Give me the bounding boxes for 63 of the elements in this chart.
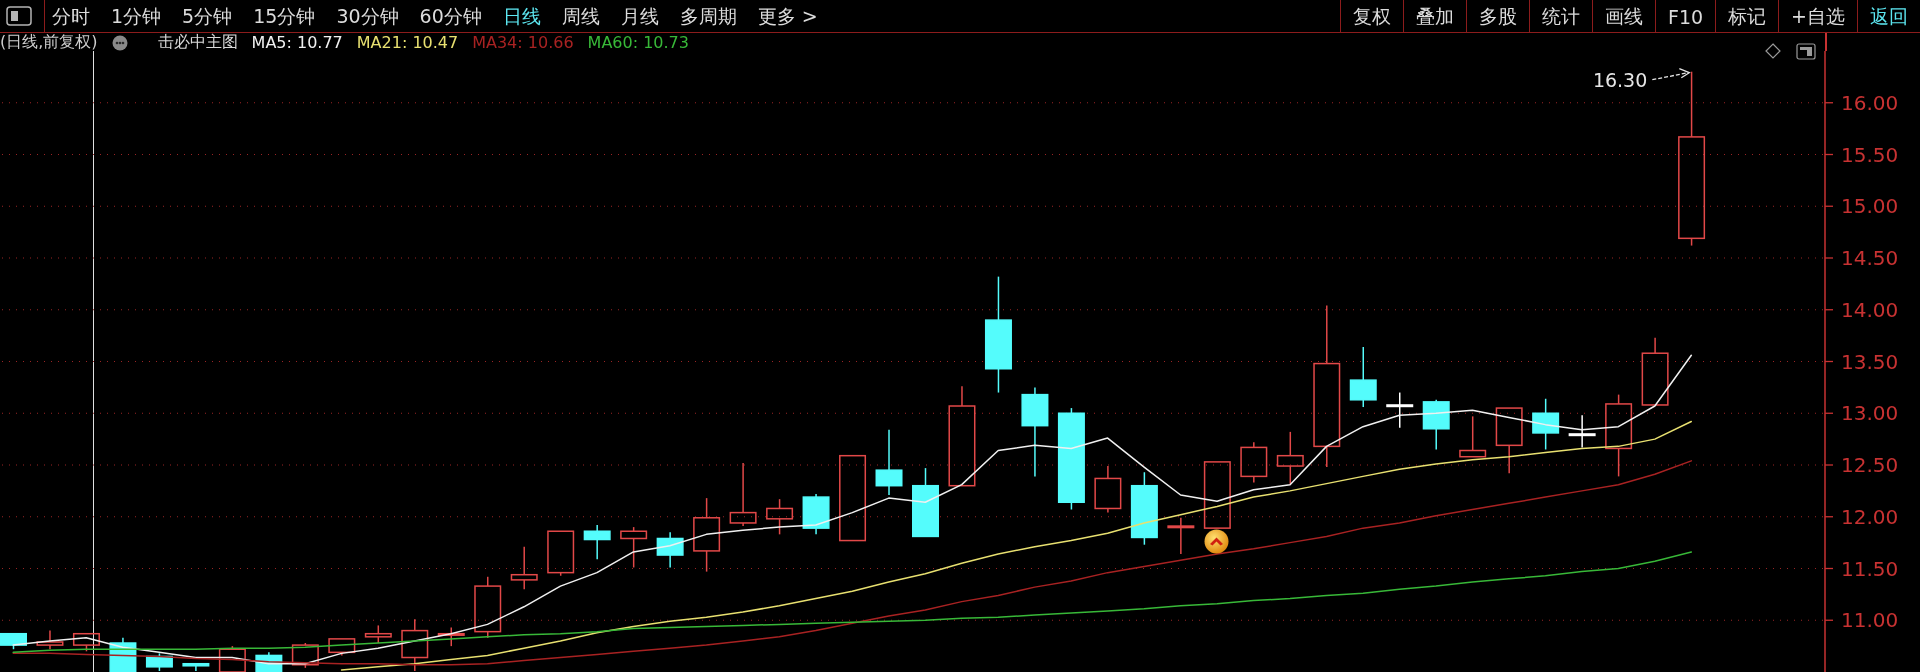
text: 画线 xyxy=(1604,3,1643,29)
candlestick xyxy=(510,546,538,590)
text: 15分钟 xyxy=(253,3,316,29)
y-tick-label: 15.50 xyxy=(1841,142,1899,167)
text: 统计 xyxy=(1541,3,1580,29)
line-series xyxy=(340,420,1693,671)
chart-title: (日线,前复权) xyxy=(0,32,98,53)
text: 更多 > xyxy=(757,3,818,29)
text: 多股 xyxy=(1478,3,1517,29)
candlestick xyxy=(36,629,64,650)
candlestick xyxy=(1495,407,1523,475)
candlestick xyxy=(1568,414,1596,449)
candlestick xyxy=(875,429,903,496)
y-tick-label: 15.00 xyxy=(1841,194,1899,219)
text: 返回 xyxy=(1870,3,1908,29)
candlestick xyxy=(1094,465,1122,514)
text: 月线 xyxy=(620,3,659,29)
y-tick-label: 13.00 xyxy=(1841,401,1899,426)
y-tick-label: 14.00 xyxy=(1841,297,1899,322)
y-tick-label: 11.50 xyxy=(1841,556,1899,581)
candlestick xyxy=(1313,304,1341,468)
candlestick xyxy=(1641,336,1669,406)
candlestick xyxy=(583,524,611,560)
text: +自选 xyxy=(1791,3,1845,29)
y-tick-label: 16.00 xyxy=(1841,90,1899,115)
candlestick xyxy=(182,662,210,672)
line-series xyxy=(12,551,1693,654)
y-tick-label: 13.50 xyxy=(1841,349,1899,374)
text: 日线 xyxy=(502,3,541,29)
candlestick xyxy=(1021,386,1049,478)
text: 标记 xyxy=(1728,3,1767,29)
candlestick xyxy=(1240,441,1268,484)
candlestick xyxy=(693,497,721,573)
line-series xyxy=(12,460,1693,666)
text: 周线 xyxy=(561,3,600,29)
text: 1分钟 xyxy=(111,3,162,29)
y-tick-label: 12.50 xyxy=(1841,453,1899,478)
text: MA5: 10.77 xyxy=(251,33,343,52)
chart-subtitle: 击必中主图 xyxy=(157,32,238,53)
candlestick xyxy=(948,385,976,487)
text: MA60: 10.73 xyxy=(587,33,689,52)
candlestick xyxy=(984,275,1012,394)
text: F10 xyxy=(1667,5,1704,28)
text: 5分钟 xyxy=(182,3,233,29)
text: 多周期 xyxy=(679,3,737,29)
candlestick xyxy=(1276,431,1304,486)
text: MA34: 10.66 xyxy=(472,33,574,52)
candlestick xyxy=(839,454,867,542)
y-tick-label: 12.00 xyxy=(1841,504,1899,529)
text: 叠加 xyxy=(1415,3,1454,29)
y-tick-label: 14.50 xyxy=(1841,246,1899,271)
text: 复权 xyxy=(1352,3,1391,29)
candlestick xyxy=(1167,517,1195,555)
text: 30分钟 xyxy=(336,3,399,29)
y-tick-label: 11.00 xyxy=(1841,608,1899,633)
candlestick xyxy=(401,618,429,672)
text: MA21: 10.47 xyxy=(356,33,459,52)
candlestick xyxy=(1459,415,1487,458)
candlestick xyxy=(656,531,684,569)
annotation: 16.30 xyxy=(1592,68,1648,91)
text: 60分钟 xyxy=(419,3,482,29)
candlestick xyxy=(1203,461,1231,529)
text: 分时 xyxy=(52,3,90,29)
